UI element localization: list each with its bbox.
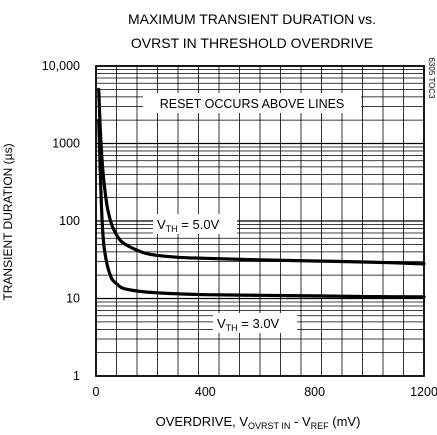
series-layer bbox=[97, 87, 426, 299]
y-tick-label: 1 bbox=[73, 369, 80, 383]
x-axis-label-sub-ovrst: OVRST IN bbox=[248, 421, 290, 431]
side-code-label: 6305 TOC3 bbox=[427, 57, 436, 99]
series-label-5v-main: V bbox=[157, 217, 166, 232]
major-gridlines bbox=[96, 142, 424, 300]
reset-annotation-text: RESET OCCURS ABOVE LINES bbox=[160, 97, 345, 111]
x-axis-label-suffix: (mV) bbox=[329, 414, 361, 429]
x-tick-label: 0 bbox=[93, 385, 100, 399]
plot-frame bbox=[95, 65, 425, 377]
series-label-5v-box bbox=[153, 214, 237, 234]
x-tick-label: 1200 bbox=[410, 385, 437, 399]
series-line-vth-3v bbox=[97, 118, 426, 299]
x-axis-label-prefix: OVERDRIVE, V bbox=[156, 414, 249, 429]
y-tick-label: 10 bbox=[66, 292, 80, 306]
series-line-vth-5v bbox=[97, 87, 426, 266]
chart-title: MAXIMUM TRANSIENT DURATION vs. bbox=[128, 11, 376, 27]
series-label-3v-main: V bbox=[217, 316, 226, 331]
x-tick-label: 800 bbox=[304, 385, 325, 399]
x-axis-label: OVERDRIVE, VOVRST IN - VREF (mV) bbox=[156, 414, 361, 431]
series-label-3v: VTH = 3.0V bbox=[213, 313, 297, 333]
x-tick-label: 400 bbox=[195, 385, 216, 399]
series-label-5v: VTH = 5.0V bbox=[153, 214, 237, 234]
series-label-5v-value: = 5.0V bbox=[178, 217, 220, 232]
y-tick-labels: 1 10 100 1000 10,000 bbox=[42, 59, 80, 383]
chart-subtitle: OVRST IN THRESHOLD OVERDRIVE bbox=[131, 35, 373, 51]
x-axis-label-middle: - V bbox=[290, 414, 311, 429]
x-tick-labels: 0 400 800 1200 bbox=[93, 385, 437, 399]
series-label-3v-text: VTH = 3.0V bbox=[217, 316, 280, 333]
series-label-3v-value: = 3.0V bbox=[238, 316, 280, 331]
x-axis-label-sub-ref: REF bbox=[311, 421, 330, 431]
y-axis-label: TRANSIENT DURATION (µs) bbox=[1, 143, 15, 300]
y-tick-label: 100 bbox=[59, 214, 80, 228]
y-tick-label: 10,000 bbox=[42, 59, 80, 73]
series-label-3v-sub: TH bbox=[226, 323, 238, 333]
reset-annotation-box bbox=[143, 93, 361, 113]
series-label-3v-box bbox=[213, 313, 297, 333]
reset-annotation: RESET OCCURS ABOVE LINES bbox=[143, 93, 361, 113]
series-label-5v-text: VTH = 5.0V bbox=[157, 217, 220, 234]
series-label-5v-sub: TH bbox=[166, 224, 178, 234]
y-tick-label: 1000 bbox=[52, 137, 80, 151]
